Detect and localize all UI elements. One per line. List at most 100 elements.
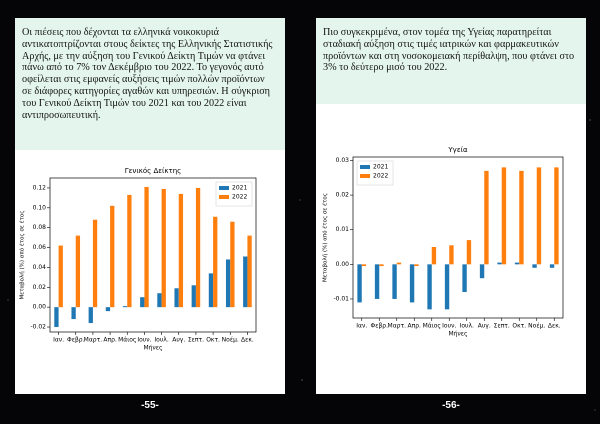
axes-frame bbox=[49, 177, 257, 333]
x-tick-label: Δεκ. bbox=[548, 323, 561, 330]
chart-title: Υγεία bbox=[447, 146, 468, 154]
bar bbox=[208, 273, 214, 308]
x-axis-label: Μήνες bbox=[448, 331, 467, 338]
x-tick-label: Φεβρ. bbox=[67, 337, 85, 344]
x-tick-label: Ιουλ. bbox=[460, 323, 474, 330]
bar bbox=[161, 188, 166, 308]
bar bbox=[174, 288, 179, 308]
y-tick-label: 0.10 bbox=[33, 204, 47, 211]
bar bbox=[462, 264, 467, 293]
x-tick-label: Μάιος bbox=[118, 337, 136, 344]
legend-swatch bbox=[219, 186, 229, 190]
chart-title: Γενικός Δείκτης bbox=[125, 167, 182, 175]
bar bbox=[392, 264, 397, 299]
y-tick-label: 0.00 bbox=[33, 304, 47, 311]
x-tick-label: Απρ. bbox=[408, 323, 422, 330]
bar bbox=[519, 170, 524, 265]
bar bbox=[105, 307, 111, 312]
y-tick-label: 0.04 bbox=[33, 264, 47, 271]
page-text: Οι πιέσεις που δέχονται τα ελληνικά νοικ… bbox=[15, 18, 285, 150]
bar bbox=[157, 293, 162, 308]
x-tick-label: Οκτ. bbox=[206, 337, 220, 344]
bar bbox=[230, 221, 235, 308]
bar bbox=[178, 193, 184, 308]
x-tick-label: Μαρτ. bbox=[84, 337, 103, 344]
bar bbox=[361, 264, 367, 267]
x-tick-label: Οκτ. bbox=[512, 323, 526, 330]
axes-frame bbox=[352, 156, 564, 319]
bar bbox=[191, 285, 196, 308]
bar bbox=[396, 262, 402, 265]
x-tick-label: Ιαν. bbox=[356, 323, 367, 330]
bar bbox=[144, 186, 149, 308]
legend-label: 2021 bbox=[232, 185, 247, 192]
x-tick-label: Σεπτ. bbox=[494, 323, 510, 330]
bar bbox=[92, 219, 98, 308]
bar bbox=[140, 297, 145, 308]
y-tick-label: 0.06 bbox=[33, 244, 47, 251]
bar bbox=[514, 262, 520, 265]
bar bbox=[449, 245, 454, 265]
x-tick-label: Ιουλ. bbox=[154, 337, 168, 344]
x-tick-label: Δεκ. bbox=[241, 337, 254, 344]
y-tick-label: 0.01 bbox=[336, 226, 350, 233]
bar bbox=[225, 259, 231, 308]
y-tick-label: 0.02 bbox=[33, 284, 47, 291]
y-axis-label: Μεταβολή (%) από έτος σε έτος bbox=[322, 193, 329, 282]
x-tick-label: Νοέμ. bbox=[528, 323, 545, 330]
y-tick-label: 0.03 bbox=[336, 157, 350, 164]
x-tick-label: Αυγ. bbox=[172, 337, 185, 344]
y-axis-label: Μεταβολή (%) από έτος σε έτος bbox=[19, 210, 26, 299]
bar bbox=[554, 167, 559, 265]
bar bbox=[427, 264, 432, 310]
x-tick-label: Μάιος bbox=[423, 323, 441, 330]
legend-label: 2021 bbox=[373, 164, 388, 171]
bar bbox=[414, 264, 419, 267]
bar bbox=[479, 264, 485, 279]
x-tick-label: Ιαν. bbox=[53, 337, 64, 344]
x-tick-label: Ιουν. bbox=[137, 337, 151, 344]
bar bbox=[110, 205, 115, 308]
bar bbox=[58, 245, 63, 308]
y-tick-label: 0.08 bbox=[33, 224, 47, 231]
page-text: Πιο συγκεκριμένα, στον τομέα της Υγείας … bbox=[316, 18, 586, 104]
y-tick-label: 0.00 bbox=[336, 261, 350, 268]
page-number: -55- bbox=[141, 400, 159, 411]
legend-label: 2022 bbox=[373, 173, 388, 180]
x-tick-label: Αυγ. bbox=[478, 323, 491, 330]
bar bbox=[497, 262, 502, 265]
x-tick-label: Φεβρ. bbox=[370, 323, 388, 330]
bar bbox=[213, 216, 218, 308]
page-number: -56- bbox=[442, 400, 460, 411]
bar bbox=[379, 264, 384, 267]
x-axis-label: Μήνες bbox=[143, 345, 162, 352]
bar bbox=[409, 264, 415, 303]
x-tick-label: Ιουν. bbox=[442, 323, 456, 330]
bar bbox=[357, 264, 362, 303]
bar bbox=[71, 307, 76, 320]
y-tick-label: -0.01 bbox=[333, 295, 349, 302]
bar bbox=[444, 264, 450, 310]
legend-swatch bbox=[219, 195, 229, 199]
bar bbox=[549, 264, 555, 268]
x-tick-label: Σεπτ. bbox=[188, 337, 204, 344]
bar bbox=[54, 307, 59, 328]
bar bbox=[374, 264, 380, 299]
x-tick-label: Απρ. bbox=[103, 337, 117, 344]
bar bbox=[501, 167, 507, 265]
bar bbox=[122, 306, 128, 308]
bar bbox=[484, 170, 489, 265]
bar bbox=[75, 235, 81, 308]
y-tick-label: 0.02 bbox=[336, 192, 350, 199]
bar bbox=[247, 235, 252, 308]
y-tick-label: 0.12 bbox=[33, 184, 47, 191]
bar bbox=[195, 187, 201, 308]
bar bbox=[536, 167, 542, 265]
bar bbox=[243, 256, 248, 308]
bar bbox=[466, 240, 472, 265]
y-tick-label: -0.02 bbox=[30, 324, 46, 331]
legend-swatch bbox=[360, 165, 370, 169]
bar bbox=[431, 247, 437, 265]
